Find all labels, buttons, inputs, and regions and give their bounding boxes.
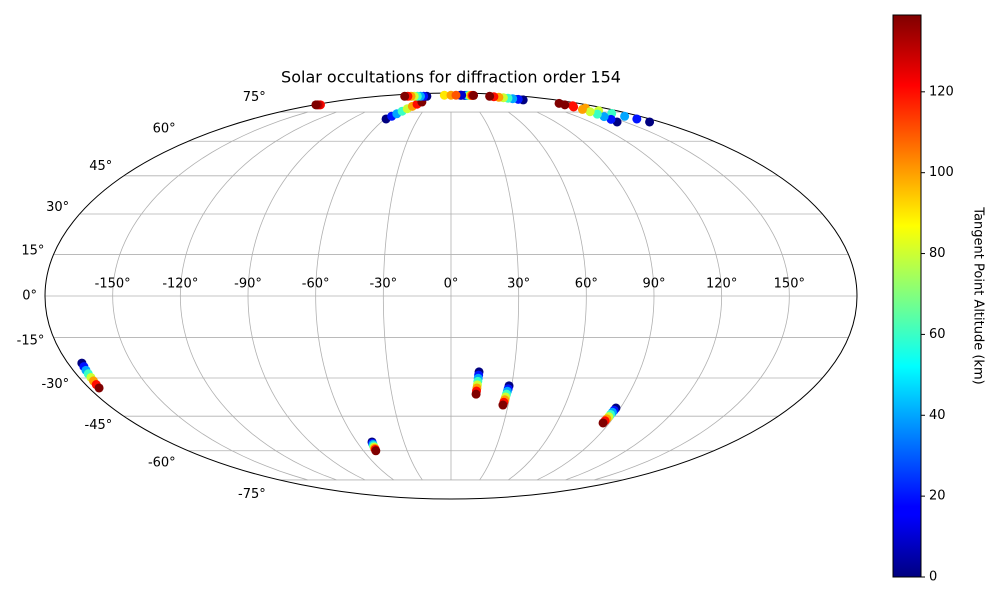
colorbar-tick-label: 20 bbox=[929, 489, 946, 504]
occultation-point bbox=[585, 107, 595, 117]
occultation-point bbox=[311, 100, 321, 110]
meridian bbox=[247, 111, 366, 481]
grid bbox=[45, 111, 857, 481]
colorbar-tick-label: 100 bbox=[929, 165, 954, 180]
meridian bbox=[315, 111, 394, 481]
lat-tick-label: -60° bbox=[148, 455, 176, 470]
occultation-point bbox=[632, 114, 642, 124]
colorbar-label: Tangent Point Altitude (km) bbox=[971, 206, 986, 384]
meridian bbox=[382, 111, 423, 481]
occultation-point bbox=[94, 383, 104, 393]
occultation-point bbox=[606, 114, 616, 124]
lon-tick-label: 30° bbox=[507, 277, 530, 292]
occultation-point bbox=[469, 90, 479, 100]
lat-tick-label: 60° bbox=[153, 122, 176, 137]
lat-tick-label: 45° bbox=[89, 159, 112, 174]
occultation-point bbox=[598, 418, 608, 428]
lat-tick-label: -75° bbox=[238, 487, 266, 502]
lat-tick-label: -45° bbox=[85, 418, 113, 433]
lon-tick-label: 150° bbox=[774, 277, 805, 292]
colorbar-tick-label: 80 bbox=[929, 246, 946, 261]
meridian bbox=[479, 111, 520, 481]
occultation-point bbox=[439, 90, 449, 100]
lat-tick-label: 15° bbox=[21, 244, 44, 259]
occultation-point bbox=[577, 104, 587, 114]
occultation-point bbox=[569, 102, 579, 112]
chart-title: Solar occultations for diffraction order… bbox=[281, 68, 621, 87]
occultation-point bbox=[485, 91, 495, 101]
colorbar-tick-label: 60 bbox=[929, 327, 946, 342]
occultation-point bbox=[592, 109, 602, 119]
meridian bbox=[565, 111, 723, 481]
meridian bbox=[179, 111, 337, 481]
occultation-point bbox=[620, 111, 630, 121]
colorbar bbox=[892, 14, 922, 578]
lon-tick-label: 60° bbox=[575, 277, 598, 292]
lon-tick-label: -60° bbox=[302, 277, 330, 292]
occultation-point bbox=[451, 90, 461, 100]
lon-tick-label: 90° bbox=[642, 277, 665, 292]
occultation-point bbox=[371, 446, 381, 456]
lat-tick-label: 0° bbox=[22, 289, 37, 304]
lat-tick-label: -15° bbox=[17, 333, 45, 348]
lat-tick-label: -30° bbox=[41, 377, 69, 392]
occultation-point bbox=[498, 400, 508, 410]
colorbar-tick-label: 40 bbox=[929, 408, 946, 423]
meridian bbox=[112, 111, 308, 481]
occultation-point bbox=[599, 112, 609, 122]
meridian bbox=[508, 111, 587, 481]
occultation-point bbox=[645, 117, 655, 127]
points bbox=[77, 90, 655, 456]
lat-tick-label: 30° bbox=[46, 200, 69, 215]
lon-tick-label: -120° bbox=[162, 277, 198, 292]
occultation-point bbox=[400, 91, 410, 101]
lon-tick-label: -90° bbox=[234, 277, 262, 292]
colorbar-ticks: 0 20 40 60 80 100 120 bbox=[921, 84, 954, 585]
colorbar-tick-label: 120 bbox=[929, 84, 954, 99]
occultation-point bbox=[560, 100, 570, 110]
tick-labels: -75° -60° -45° -30° -15° 0° 15° 30° 45° 60° 75° -15… bbox=[17, 90, 805, 502]
lon-tick-label: -30° bbox=[369, 277, 397, 292]
occultation-point bbox=[471, 389, 481, 399]
lon-tick-label: 0° bbox=[444, 277, 459, 292]
meridian bbox=[536, 111, 655, 481]
lon-tick-label: 120° bbox=[706, 277, 737, 292]
lon-tick-label: -150° bbox=[95, 277, 131, 292]
colorbar-tick-label: 0 bbox=[929, 570, 937, 585]
meridian bbox=[594, 111, 790, 481]
lat-tick-label: 75° bbox=[243, 90, 266, 105]
